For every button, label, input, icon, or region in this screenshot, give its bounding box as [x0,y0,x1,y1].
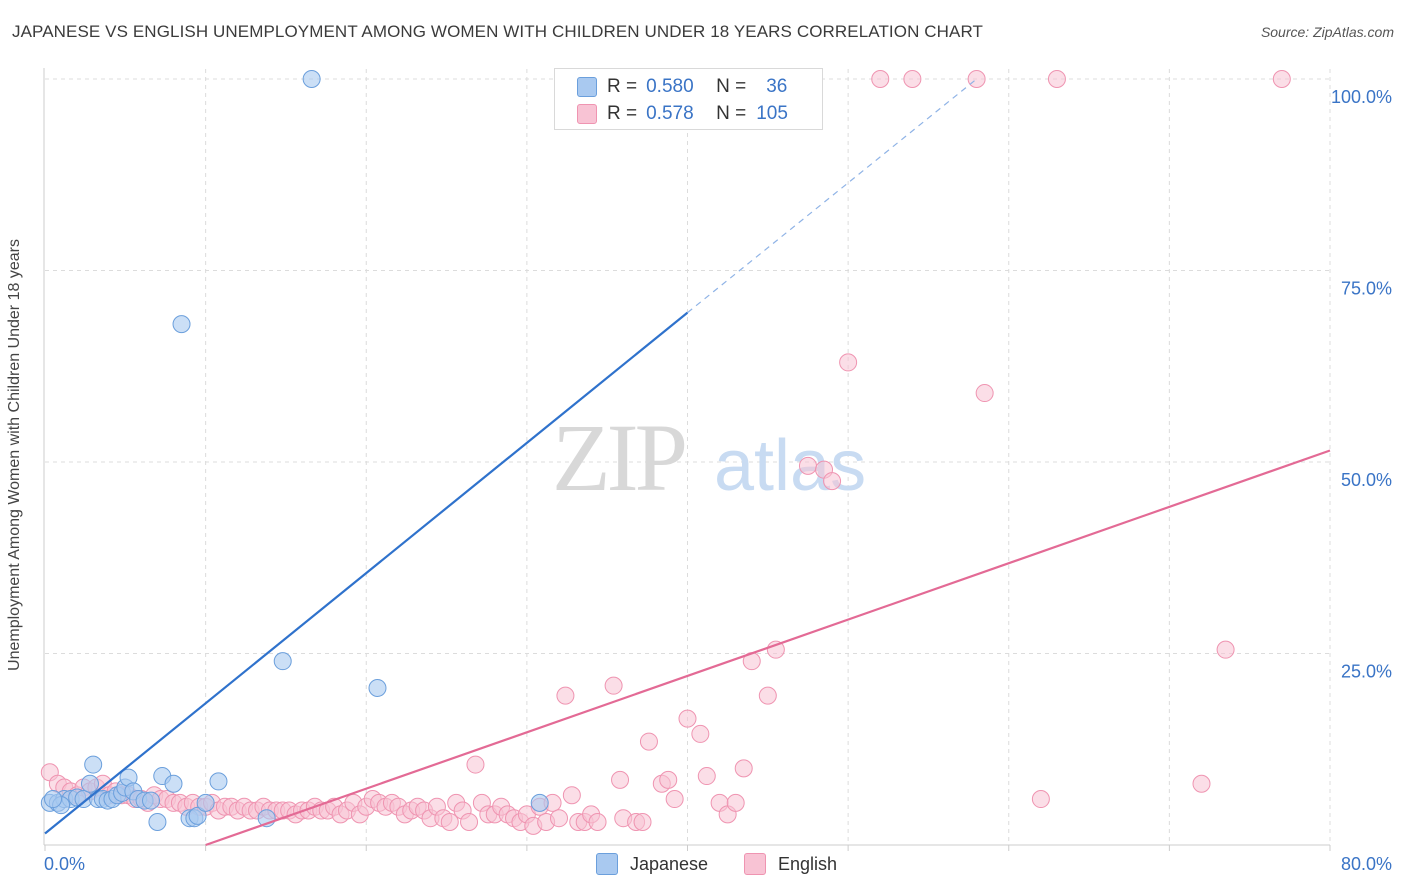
japanese-point [172,315,191,334]
legend-japanese-swatch [596,853,618,875]
english-swatch [577,104,597,124]
english-points [40,70,1291,835]
english-point [1192,774,1211,793]
japanese-point [44,790,63,809]
watermark: ZIP atlas [552,404,866,511]
grid-lines [45,69,1331,845]
english-point [633,813,652,832]
japanese-r-label: R = [607,76,638,97]
english-point [1272,70,1291,88]
series-legend: Japanese English [0,853,1406,877]
japanese-point [84,755,103,774]
english-point [798,456,817,475]
english-point [665,790,684,809]
english-point [440,813,459,832]
legend-japanese-label: Japanese [630,853,709,874]
english-point [967,70,986,88]
english-n-label: N = [716,103,747,124]
japanese-swatch [577,77,597,97]
y-tick-label: 100.0% [1331,87,1392,107]
english-point [588,813,607,832]
x-tick-label: 0.0% [44,854,85,874]
stats-row-english: R = 0.578 N = 105 [577,101,788,127]
watermark-zip: ZIP [552,404,685,511]
y-tick-label: 50.0% [1341,470,1392,490]
english-point [975,384,994,403]
english-point [1047,70,1066,88]
japanese-point [302,70,321,88]
english-r-value: 0.578 [646,103,694,124]
japanese-point [148,813,167,832]
tick-labels: 25.0% 50.0% 75.0% 100.0% 0.0% 80.0% [44,87,1392,874]
legend-item-english[interactable]: English [744,853,837,875]
y-tick-label: 75.0% [1341,279,1392,299]
english-n-value: 105 [756,103,788,124]
japanese-points [40,70,549,832]
japanese-point [530,793,549,812]
legend-english-label: English [778,853,838,874]
japanese-n-label: N = [716,76,747,97]
japanese-point [368,678,387,697]
chart-title: JAPANESE VS ENGLISH UNEMPLOYMENT AMONG W… [12,22,984,41]
english-point [839,353,858,372]
japanese-trend-extension [687,78,978,314]
japanese-point [142,791,161,810]
english-point [734,759,753,778]
japanese-trend-line [44,311,689,835]
japanese-point [80,774,99,793]
english-point [903,70,922,88]
english-point [562,786,581,805]
english-point [697,767,716,786]
english-point [1216,640,1235,659]
english-point [659,770,678,789]
english-point [1031,790,1050,809]
japanese-r-value: 0.580 [646,76,694,97]
english-point [611,770,630,789]
source-label: Source: ZipAtlas.com [1260,24,1394,40]
english-point [556,686,575,705]
japanese-point [164,774,183,793]
english-point [466,755,485,774]
japanese-n-value: 36 [766,76,788,97]
legend-item-japanese[interactable]: Japanese [596,853,708,875]
english-point [550,809,568,828]
japanese-point [188,806,207,825]
english-point [460,813,479,832]
legend-english-swatch [744,853,766,875]
stats-legend: R = 0.580 N = 36 R = 0.578 N = 105 [554,68,823,130]
english-point [726,793,745,812]
english-r-label: R = [607,103,638,124]
japanese-point [209,772,228,791]
y-tick-label: 25.0% [1341,662,1392,682]
english-point [823,472,842,491]
x-tick-label: 80.0% [1341,854,1392,874]
english-point [758,686,777,705]
english-point [639,732,658,751]
english-point [604,676,623,695]
english-trend-line [205,449,1331,847]
trend-lines [44,78,1331,847]
stats-row-japanese: R = 0.580 N = 36 [577,74,787,100]
english-point [871,70,890,88]
japanese-point [273,652,292,671]
watermark-atlas: atlas [714,426,866,506]
english-point [691,724,710,743]
japanese-point [196,793,215,812]
english-point [678,709,697,728]
axes [43,68,1331,851]
